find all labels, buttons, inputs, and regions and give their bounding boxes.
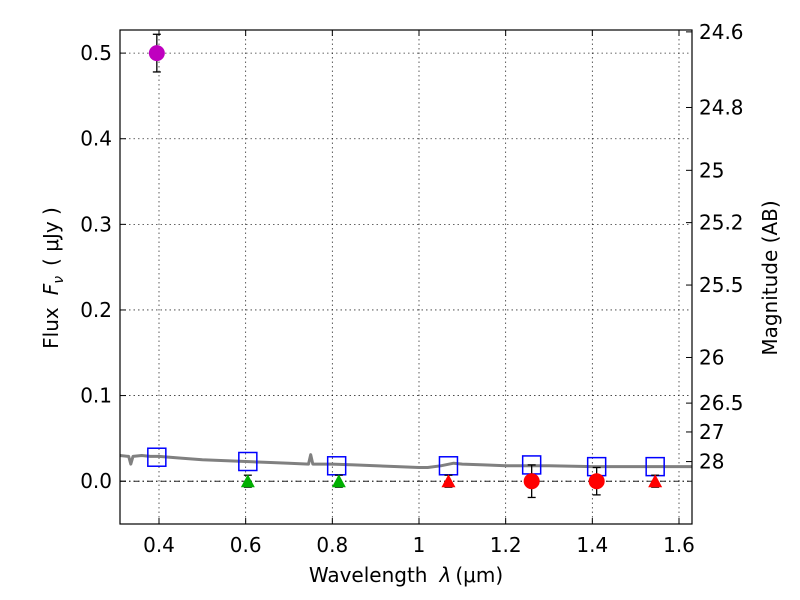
- y-tick-label: 0.4: [80, 127, 112, 151]
- y2-axis-label: Magnitude (AB): [758, 200, 782, 355]
- x-axis-label: Wavelength λ (μm): [309, 563, 503, 587]
- magnitude-tick-label: 24.6: [699, 20, 744, 44]
- data-marks: [147, 33, 665, 499]
- plot-frame: [119, 29, 693, 525]
- magnitude-tick-label: 25: [699, 158, 724, 182]
- magnitude-tick-label: 27: [699, 420, 724, 444]
- upper-limit-triangle: [331, 474, 346, 488]
- upper-limit-triangle: [648, 474, 663, 488]
- axis-ticks: 0.4 0.6 0.8 1 1.2 1.4 1.6 0.0 0.1 0.2 0.3 0.4 0.5 24.…: [80, 20, 743, 557]
- y-tick-label: 0.0: [80, 469, 112, 493]
- magnitude-tick-label: 25.2: [699, 211, 744, 235]
- x-tick-label: 1.4: [576, 533, 608, 557]
- x-tick-label: 0.8: [316, 533, 348, 557]
- grid-lines: [120, 30, 692, 524]
- measurement-circle: [148, 45, 165, 62]
- x-tick-label: 0.6: [230, 533, 262, 557]
- model-flux-square: [238, 451, 258, 472]
- magnitude-tick-label: 24.8: [699, 95, 744, 119]
- model-spectrum-group: [119, 453, 692, 469]
- y-tick-label: 0.3: [80, 212, 112, 236]
- measurement-circle: [523, 473, 540, 490]
- upper-limit-triangle: [240, 474, 255, 488]
- y-tick-label: 0.2: [80, 298, 112, 322]
- upper-limit-triangle: [441, 474, 456, 488]
- y-tick-label: 0.1: [80, 384, 112, 408]
- x-tick-label: 1: [413, 533, 426, 557]
- magnitude-tick-label: 26: [699, 345, 724, 369]
- measurement-circle: [588, 473, 605, 490]
- model-flux-square: [147, 447, 167, 467]
- x-tick-label: 1.6: [663, 533, 695, 557]
- y-axis-label: FluxFν( μJy ): [39, 207, 67, 349]
- model-spectrum-line: [119, 453, 692, 469]
- y-tick-label: 0.5: [80, 41, 112, 65]
- magnitude-tick-label: 28: [699, 450, 724, 474]
- x-tick-label: 0.4: [143, 533, 175, 557]
- magnitude-tick-label: 26.5: [699, 391, 744, 415]
- magnitude-tick-label: 25.5: [699, 273, 744, 297]
- x-tick-label: 1.2: [490, 533, 522, 557]
